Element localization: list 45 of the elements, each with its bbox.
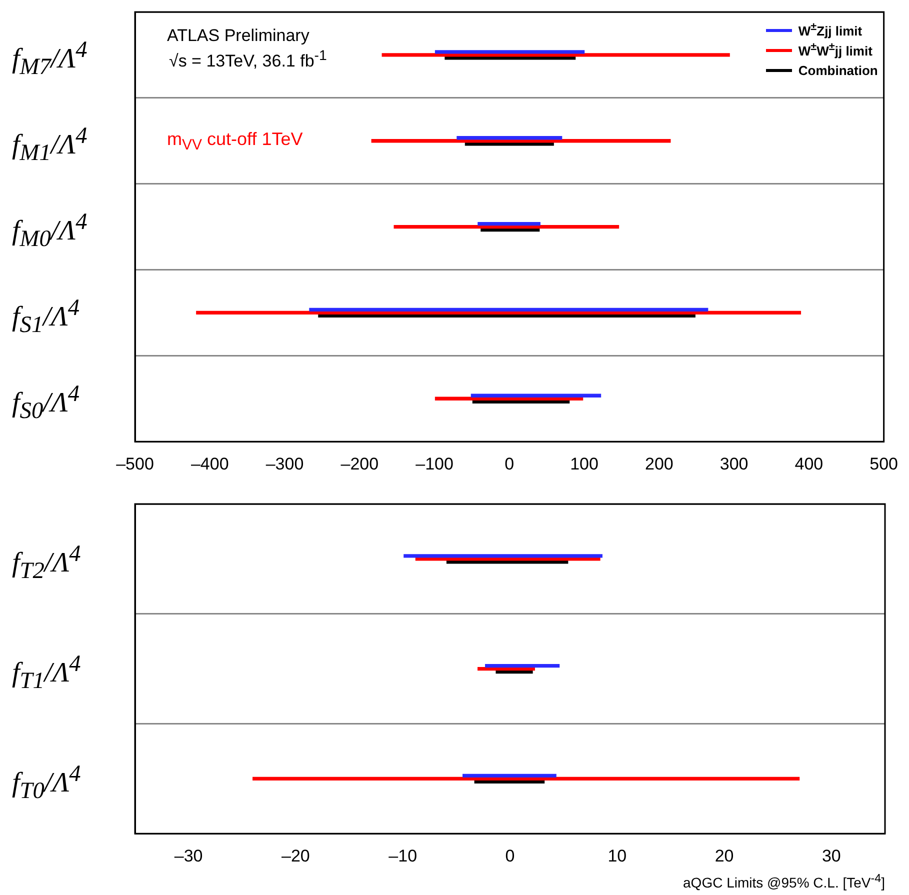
bar <box>478 222 540 226</box>
x-tick-label: 0 <box>504 454 514 474</box>
x-tick-label: –200 <box>340 454 379 474</box>
bar <box>470 394 602 398</box>
x-tick-label: –30 <box>174 846 203 866</box>
bar <box>252 776 800 780</box>
bar <box>485 664 560 668</box>
y-tick-label: f$_{M0}$/Λ$^{4}$ <box>12 208 88 253</box>
bar <box>404 554 602 558</box>
x-tick-label: –100 <box>416 454 454 474</box>
x-tick-label: 500 <box>870 454 898 474</box>
x-tick-label: –400 <box>190 454 229 474</box>
x-axis-title: aQGC Limits @95% C.L. [TeV$^{-4}$] <box>683 872 885 891</box>
x-tick-label: 10 <box>608 846 627 866</box>
y-tick-label: f$_{M1}$/Λ$^{4}$ <box>12 122 88 167</box>
y-tick-label: f$_{S0}$/Λ$^{4}$ <box>12 380 80 425</box>
x-tick-label: 300 <box>720 454 748 474</box>
x-tick-label: –300 <box>266 454 304 474</box>
y-tick-label: f$_{T2}$/Λ$^{4}$ <box>12 540 81 585</box>
annotation: m$_{VV}$ cut-off 1TeV <box>167 128 303 154</box>
legend-label: W$^{±}$Zjj limit <box>798 21 862 39</box>
bar <box>371 139 671 143</box>
x-tick-label: –500 <box>116 454 154 474</box>
x-tick-label: 0 <box>505 846 515 866</box>
bar <box>456 136 562 140</box>
legend-label: Combination <box>798 62 878 78</box>
annotation: √s = 13TeV, 36.1 fb$^{-1}$ <box>169 48 327 72</box>
x-tick-label: 200 <box>644 454 674 474</box>
legend-label: W$^{±}$W$^{±}$jj limit <box>798 41 872 59</box>
y-tick-label: f$_{T1}$/Λ$^{4}$ <box>12 650 81 695</box>
y-tick-label: f$_{M7}$/Λ$^{4}$ <box>12 36 88 81</box>
bar <box>434 50 585 54</box>
x-tick-label: 400 <box>794 454 824 474</box>
annotation: ATLAS Preliminary <box>167 26 310 46</box>
y-tick-label: f$_{T0}$/Λ$^{4}$ <box>12 760 81 805</box>
x-tick-label: –10 <box>388 846 418 866</box>
x-tick-label: –20 <box>282 846 310 866</box>
bar <box>394 224 620 229</box>
bar <box>309 308 708 312</box>
bar <box>462 774 556 778</box>
x-tick-label: 100 <box>570 454 598 474</box>
x-tick-label: 20 <box>714 846 734 866</box>
y-tick-label: f$_{S1}$/Λ$^{4}$ <box>12 294 80 339</box>
x-tick-label: 30 <box>822 846 841 866</box>
bar <box>382 53 730 57</box>
